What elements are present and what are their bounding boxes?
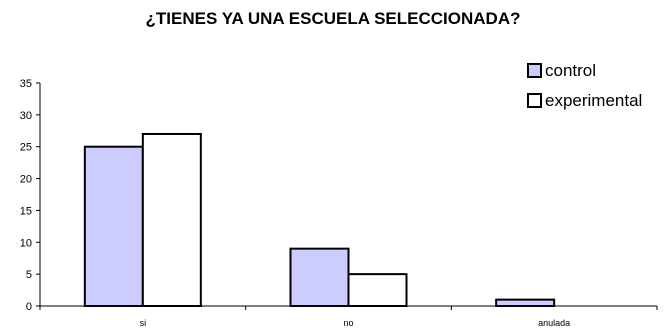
y-axis: 0 5 10 15 20 25 30 35 (20, 78, 41, 313)
legend-swatch-experimental (527, 93, 542, 108)
legend: control experimental (527, 61, 642, 110)
bar-control-no (289, 247, 350, 308)
bar-experimental-no (347, 273, 408, 307)
x-tick-label: no (343, 318, 353, 328)
legend-swatch-control (527, 63, 542, 78)
x-axis: si no anulada (39, 305, 658, 328)
y-tick-label: 35 (20, 78, 32, 90)
bars (83, 132, 556, 308)
bar-control-si (83, 145, 144, 307)
y-tick-label: 30 (20, 110, 32, 122)
y-tick-label: 25 (20, 142, 32, 154)
y-tick-label: 0 (26, 301, 32, 313)
bar-experimental-si (141, 132, 202, 307)
chart-title: ¿TIENES YA UNA ESCUELA SELECCIONADA? (146, 9, 521, 28)
y-tick-label: 10 (20, 237, 32, 249)
y-tick-label: 5 (26, 269, 32, 281)
y-tick-label: 20 (20, 174, 32, 186)
legend-label-experimental: experimental (545, 91, 642, 110)
bar-control-anulada (495, 298, 556, 307)
x-tick-label: si (140, 318, 147, 328)
legend-label-control: control (545, 61, 596, 80)
y-tick-label: 15 (20, 205, 32, 217)
x-tick-label: anulada (538, 318, 570, 328)
